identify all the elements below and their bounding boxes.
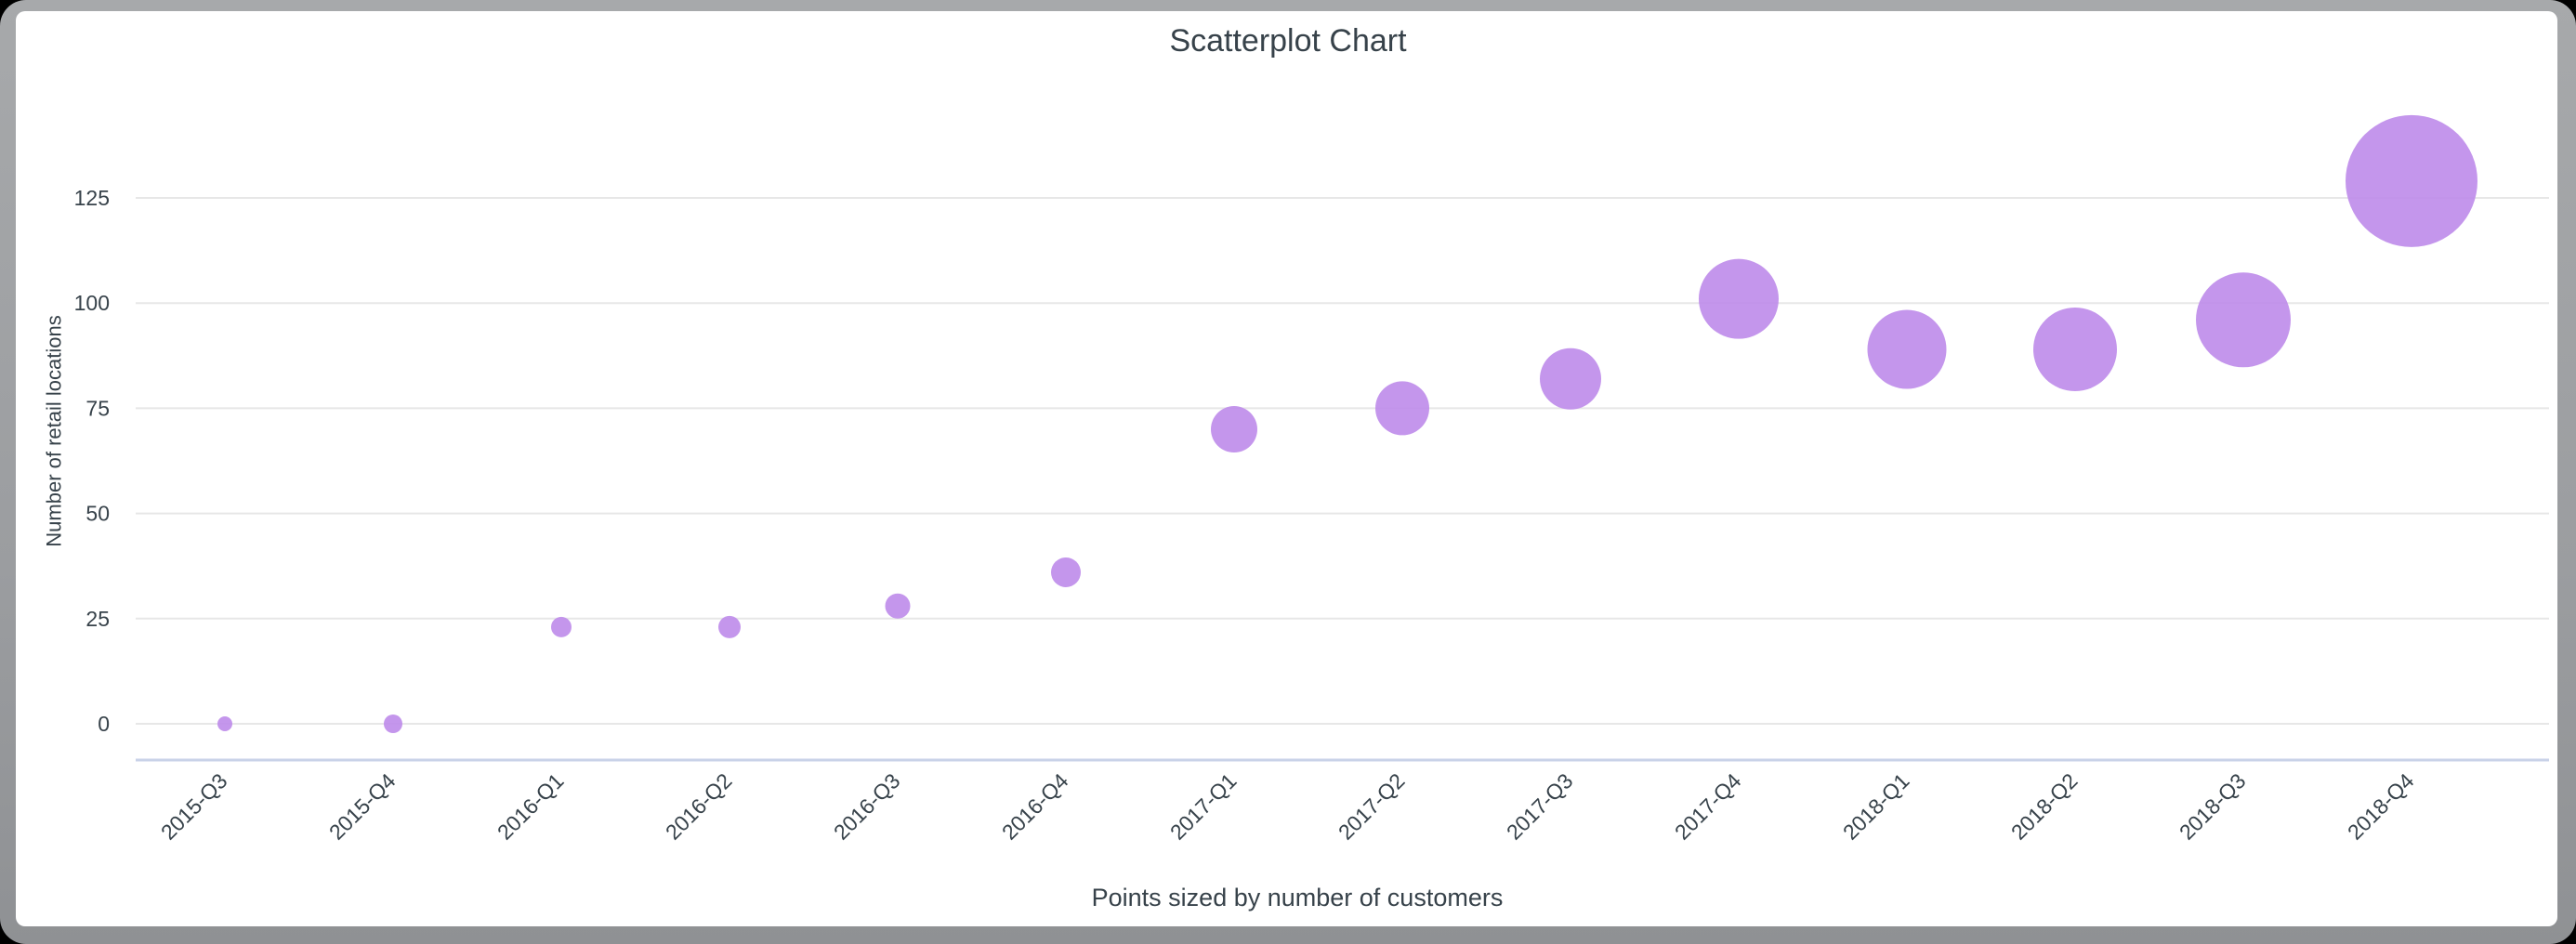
x-tick-label: 2015-Q3 [156,768,232,845]
x-tick-label: 2017-Q1 [1165,768,1242,845]
x-tick-label: 2018-Q2 [2006,768,2083,845]
data-point[interactable] [551,616,572,637]
size-legend-caption: Points sized by number of customers [1092,884,1504,911]
data-point[interactable] [1699,258,1779,339]
y-tick-label: 50 [85,502,110,526]
x-tick-label: 2016-Q1 [493,768,569,845]
x-tick-label: 2015-Q4 [324,768,401,845]
y-tick-label: 25 [85,607,110,631]
data-point[interactable] [885,593,911,619]
x-tick-label: 2017-Q4 [1670,768,1746,845]
y-tick-label: 100 [74,291,110,315]
data-point[interactable] [1375,381,1429,436]
y-tick-label: 75 [85,396,110,420]
x-tick-label: 2018-Q3 [2175,768,2251,845]
data-point[interactable] [217,716,232,731]
x-tick-label: 2018-Q4 [2343,768,2419,845]
x-tick-label: 2016-Q3 [829,768,905,845]
x-tick-label: 2016-Q4 [997,768,1073,845]
x-tick-label: 2016-Q2 [661,768,737,845]
data-point[interactable] [1867,309,1947,389]
y-axis-title: Number of retail locations [43,315,66,546]
data-point[interactable] [718,615,741,638]
x-tick-label: 2017-Q2 [1334,768,1410,845]
chart-card [16,11,2557,926]
y-tick-label: 125 [74,186,110,210]
data-point[interactable] [2346,114,2477,247]
data-point[interactable] [1211,406,1257,453]
x-tick-label: 2017-Q3 [1502,768,1578,845]
data-point[interactable] [1051,557,1081,587]
y-tick-label: 0 [98,712,110,736]
data-point[interactable] [384,715,402,733]
data-point[interactable] [2196,272,2291,368]
chart-title: Scatterplot Chart [1169,23,1407,59]
x-tick-label: 2018-Q1 [1838,768,1914,845]
data-point[interactable] [2033,308,2117,392]
data-point[interactable] [1540,347,1601,410]
